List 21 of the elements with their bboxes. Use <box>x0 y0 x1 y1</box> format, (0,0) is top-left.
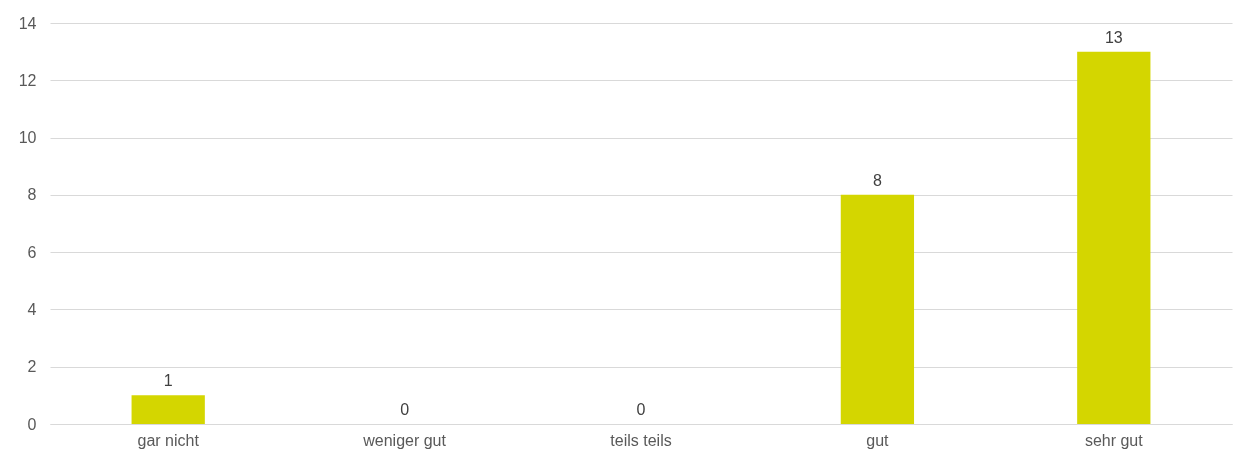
bar <box>131 395 205 424</box>
data-label: 1 <box>163 372 173 390</box>
data-label: 13 <box>1104 28 1123 46</box>
x-tick-label: gar nicht <box>137 431 200 449</box>
data-label: 0 <box>400 401 410 418</box>
x-tick-label: sehr gut <box>1084 431 1144 449</box>
y-tick-label: 14 <box>18 14 37 32</box>
y-tick-label: 12 <box>18 71 37 89</box>
y-tick-label: 6 <box>27 243 37 261</box>
bar <box>840 194 915 424</box>
bar <box>1077 51 1151 424</box>
x-tick-label: gut <box>866 431 890 449</box>
y-tick-label: 2 <box>27 358 37 376</box>
y-tick-label: 10 <box>18 129 37 147</box>
x-tick-label: teils teils <box>610 431 672 449</box>
data-label: 0 <box>636 401 646 418</box>
y-tick-label: 8 <box>27 186 37 204</box>
x-tick-label: weniger gut <box>362 431 447 449</box>
data-label: 8 <box>872 171 882 189</box>
y-tick-label: 0 <box>27 415 37 433</box>
y-tick-label: 4 <box>27 300 37 318</box>
